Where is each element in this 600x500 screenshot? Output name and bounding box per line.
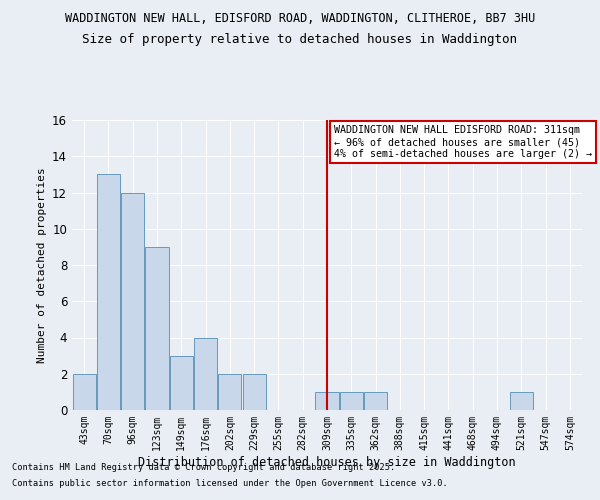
X-axis label: Distribution of detached houses by size in Waddington: Distribution of detached houses by size …	[138, 456, 516, 468]
Bar	[145, 247, 169, 410]
Bar	[194, 338, 217, 410]
Text: Size of property relative to detached houses in Waddington: Size of property relative to detached ho…	[83, 32, 517, 46]
Text: WADDINGTON NEW HALL, EDISFORD ROAD, WADDINGTON, CLITHEROE, BB7 3HU: WADDINGTON NEW HALL, EDISFORD ROAD, WADD…	[65, 12, 535, 26]
Bar	[121, 192, 144, 410]
Bar	[170, 356, 193, 410]
Bar	[218, 374, 241, 410]
Text: Contains public sector information licensed under the Open Government Licence v3: Contains public sector information licen…	[12, 478, 448, 488]
Bar	[316, 392, 338, 410]
Bar	[97, 174, 120, 410]
Bar	[510, 392, 533, 410]
Bar	[364, 392, 387, 410]
Y-axis label: Number of detached properties: Number of detached properties	[37, 167, 47, 363]
Bar	[73, 374, 95, 410]
Bar	[242, 374, 266, 410]
Text: WADDINGTON NEW HALL EDISFORD ROAD: 311sqm
← 96% of detached houses are smaller (: WADDINGTON NEW HALL EDISFORD ROAD: 311sq…	[334, 126, 592, 158]
Bar	[340, 392, 363, 410]
Text: Contains HM Land Registry data © Crown copyright and database right 2025.: Contains HM Land Registry data © Crown c…	[12, 464, 395, 472]
